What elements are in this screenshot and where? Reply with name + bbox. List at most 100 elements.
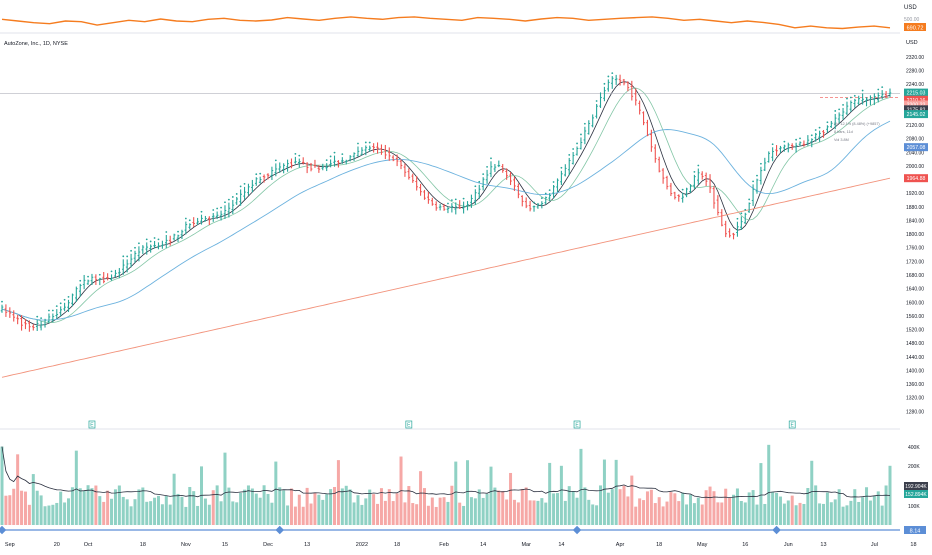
volume-bar bbox=[387, 489, 391, 525]
earnings-mark bbox=[788, 420, 796, 429]
signal-dot bbox=[454, 198, 457, 201]
signal-dot bbox=[861, 89, 864, 92]
volume-bar bbox=[442, 497, 446, 525]
y-tick-label: 1360.00 bbox=[906, 382, 924, 388]
signal-dot bbox=[188, 219, 191, 222]
volume-bar bbox=[313, 493, 317, 525]
volume-bar bbox=[865, 487, 869, 525]
signal-dot bbox=[462, 197, 465, 200]
volume-bar bbox=[133, 499, 137, 525]
volume-bar bbox=[501, 491, 505, 525]
volume-bar bbox=[571, 491, 575, 525]
volume-bar bbox=[336, 460, 340, 525]
volume-bar bbox=[841, 506, 845, 525]
signal-dot bbox=[744, 208, 747, 211]
volume-bar bbox=[771, 491, 775, 525]
signal-dot bbox=[36, 315, 39, 318]
signal-dot bbox=[611, 72, 614, 74]
volume-bar bbox=[297, 494, 301, 525]
signal-dot bbox=[255, 173, 258, 176]
volume-bar bbox=[599, 485, 603, 525]
volume-bar bbox=[630, 475, 634, 525]
volume-bar bbox=[98, 496, 102, 525]
volume-bar bbox=[270, 502, 274, 525]
volume-bar bbox=[528, 500, 532, 525]
volume-bar bbox=[90, 488, 94, 525]
signal-dot bbox=[243, 183, 246, 185]
volume-bar bbox=[767, 444, 771, 525]
signal-dot bbox=[235, 193, 238, 195]
signal-dot bbox=[55, 305, 58, 308]
volume-bar bbox=[497, 490, 501, 525]
signal-dot bbox=[216, 207, 219, 210]
signal-dot bbox=[752, 180, 754, 183]
volume-bar bbox=[391, 501, 395, 525]
volume-bar bbox=[540, 498, 544, 525]
price-tag bbox=[904, 143, 928, 152]
signal-dot bbox=[583, 122, 586, 125]
x-tick-label: May bbox=[697, 542, 708, 548]
volume-bar bbox=[861, 497, 865, 525]
volume-bar bbox=[184, 506, 188, 525]
x-tick-label: 18 bbox=[656, 542, 662, 548]
x-tick-label: 20 bbox=[54, 542, 60, 548]
signal-dot bbox=[814, 129, 817, 131]
signal-dot bbox=[603, 82, 606, 85]
y-tick-label: 1320.00 bbox=[906, 396, 924, 402]
x-tick-label: 13 bbox=[820, 542, 826, 548]
x-tick-label: Nov bbox=[181, 542, 191, 548]
signal-dot bbox=[482, 173, 485, 176]
volume-bar bbox=[348, 489, 352, 525]
x-tick-label: 18 bbox=[140, 542, 146, 548]
timeline-marker bbox=[275, 525, 284, 535]
price-tag-label: 2215.03 bbox=[907, 91, 926, 97]
signal-dot bbox=[681, 188, 684, 191]
x-tick-label: Apr bbox=[616, 542, 625, 548]
signal-dot bbox=[239, 185, 242, 188]
top-currency: USD bbox=[904, 5, 917, 11]
volume-bar bbox=[51, 504, 55, 525]
volume-bar bbox=[352, 502, 356, 525]
volume-bar bbox=[82, 490, 86, 525]
volume-bar bbox=[512, 499, 516, 525]
y-tick-label: 1760.00 bbox=[906, 246, 924, 252]
signal-dot bbox=[67, 295, 70, 298]
signal-dot bbox=[329, 155, 332, 158]
volume-bar bbox=[110, 498, 114, 525]
earnings-mark-label: E bbox=[575, 423, 579, 429]
volume-bar bbox=[426, 505, 430, 525]
volume-bar bbox=[524, 487, 528, 525]
volume-bar bbox=[677, 501, 681, 525]
y-tick-label: 1520.00 bbox=[906, 328, 924, 334]
volume-bar bbox=[798, 502, 802, 525]
y-tick-label: 1840.00 bbox=[906, 218, 924, 224]
volume-bar bbox=[329, 489, 333, 525]
y-tick-label: 1880.00 bbox=[906, 205, 924, 211]
volume-bar bbox=[579, 448, 583, 525]
volume-bar bbox=[344, 485, 348, 525]
volume-bar bbox=[469, 497, 473, 525]
volume-bar bbox=[67, 498, 71, 525]
top-legend-hint: 500.00 bbox=[904, 17, 920, 23]
volume-bar bbox=[231, 501, 235, 525]
signal-dot bbox=[40, 317, 43, 320]
signal-dot bbox=[580, 133, 582, 136]
signal-dot bbox=[834, 110, 837, 112]
signal-dot bbox=[231, 196, 234, 198]
annotations: Vol 12.1% (8.48%) (+9857) 8 bars, 11d Vol … bbox=[834, 122, 880, 142]
volume-bar bbox=[755, 504, 759, 525]
volume-bar bbox=[215, 485, 219, 525]
volume-bar bbox=[340, 488, 344, 525]
y-tick-label: 1800.00 bbox=[906, 232, 924, 238]
signal-dot bbox=[165, 231, 168, 233]
signal-dot bbox=[79, 279, 82, 282]
volume-bar bbox=[735, 488, 739, 525]
x-tick-label: Sep bbox=[5, 542, 15, 548]
volume-bar bbox=[868, 500, 872, 525]
volume-bar bbox=[141, 487, 145, 525]
x-tick-label: Oct bbox=[84, 542, 93, 548]
volume-bar bbox=[207, 504, 211, 525]
volume-bar bbox=[23, 491, 27, 525]
signal-dot bbox=[145, 238, 148, 241]
